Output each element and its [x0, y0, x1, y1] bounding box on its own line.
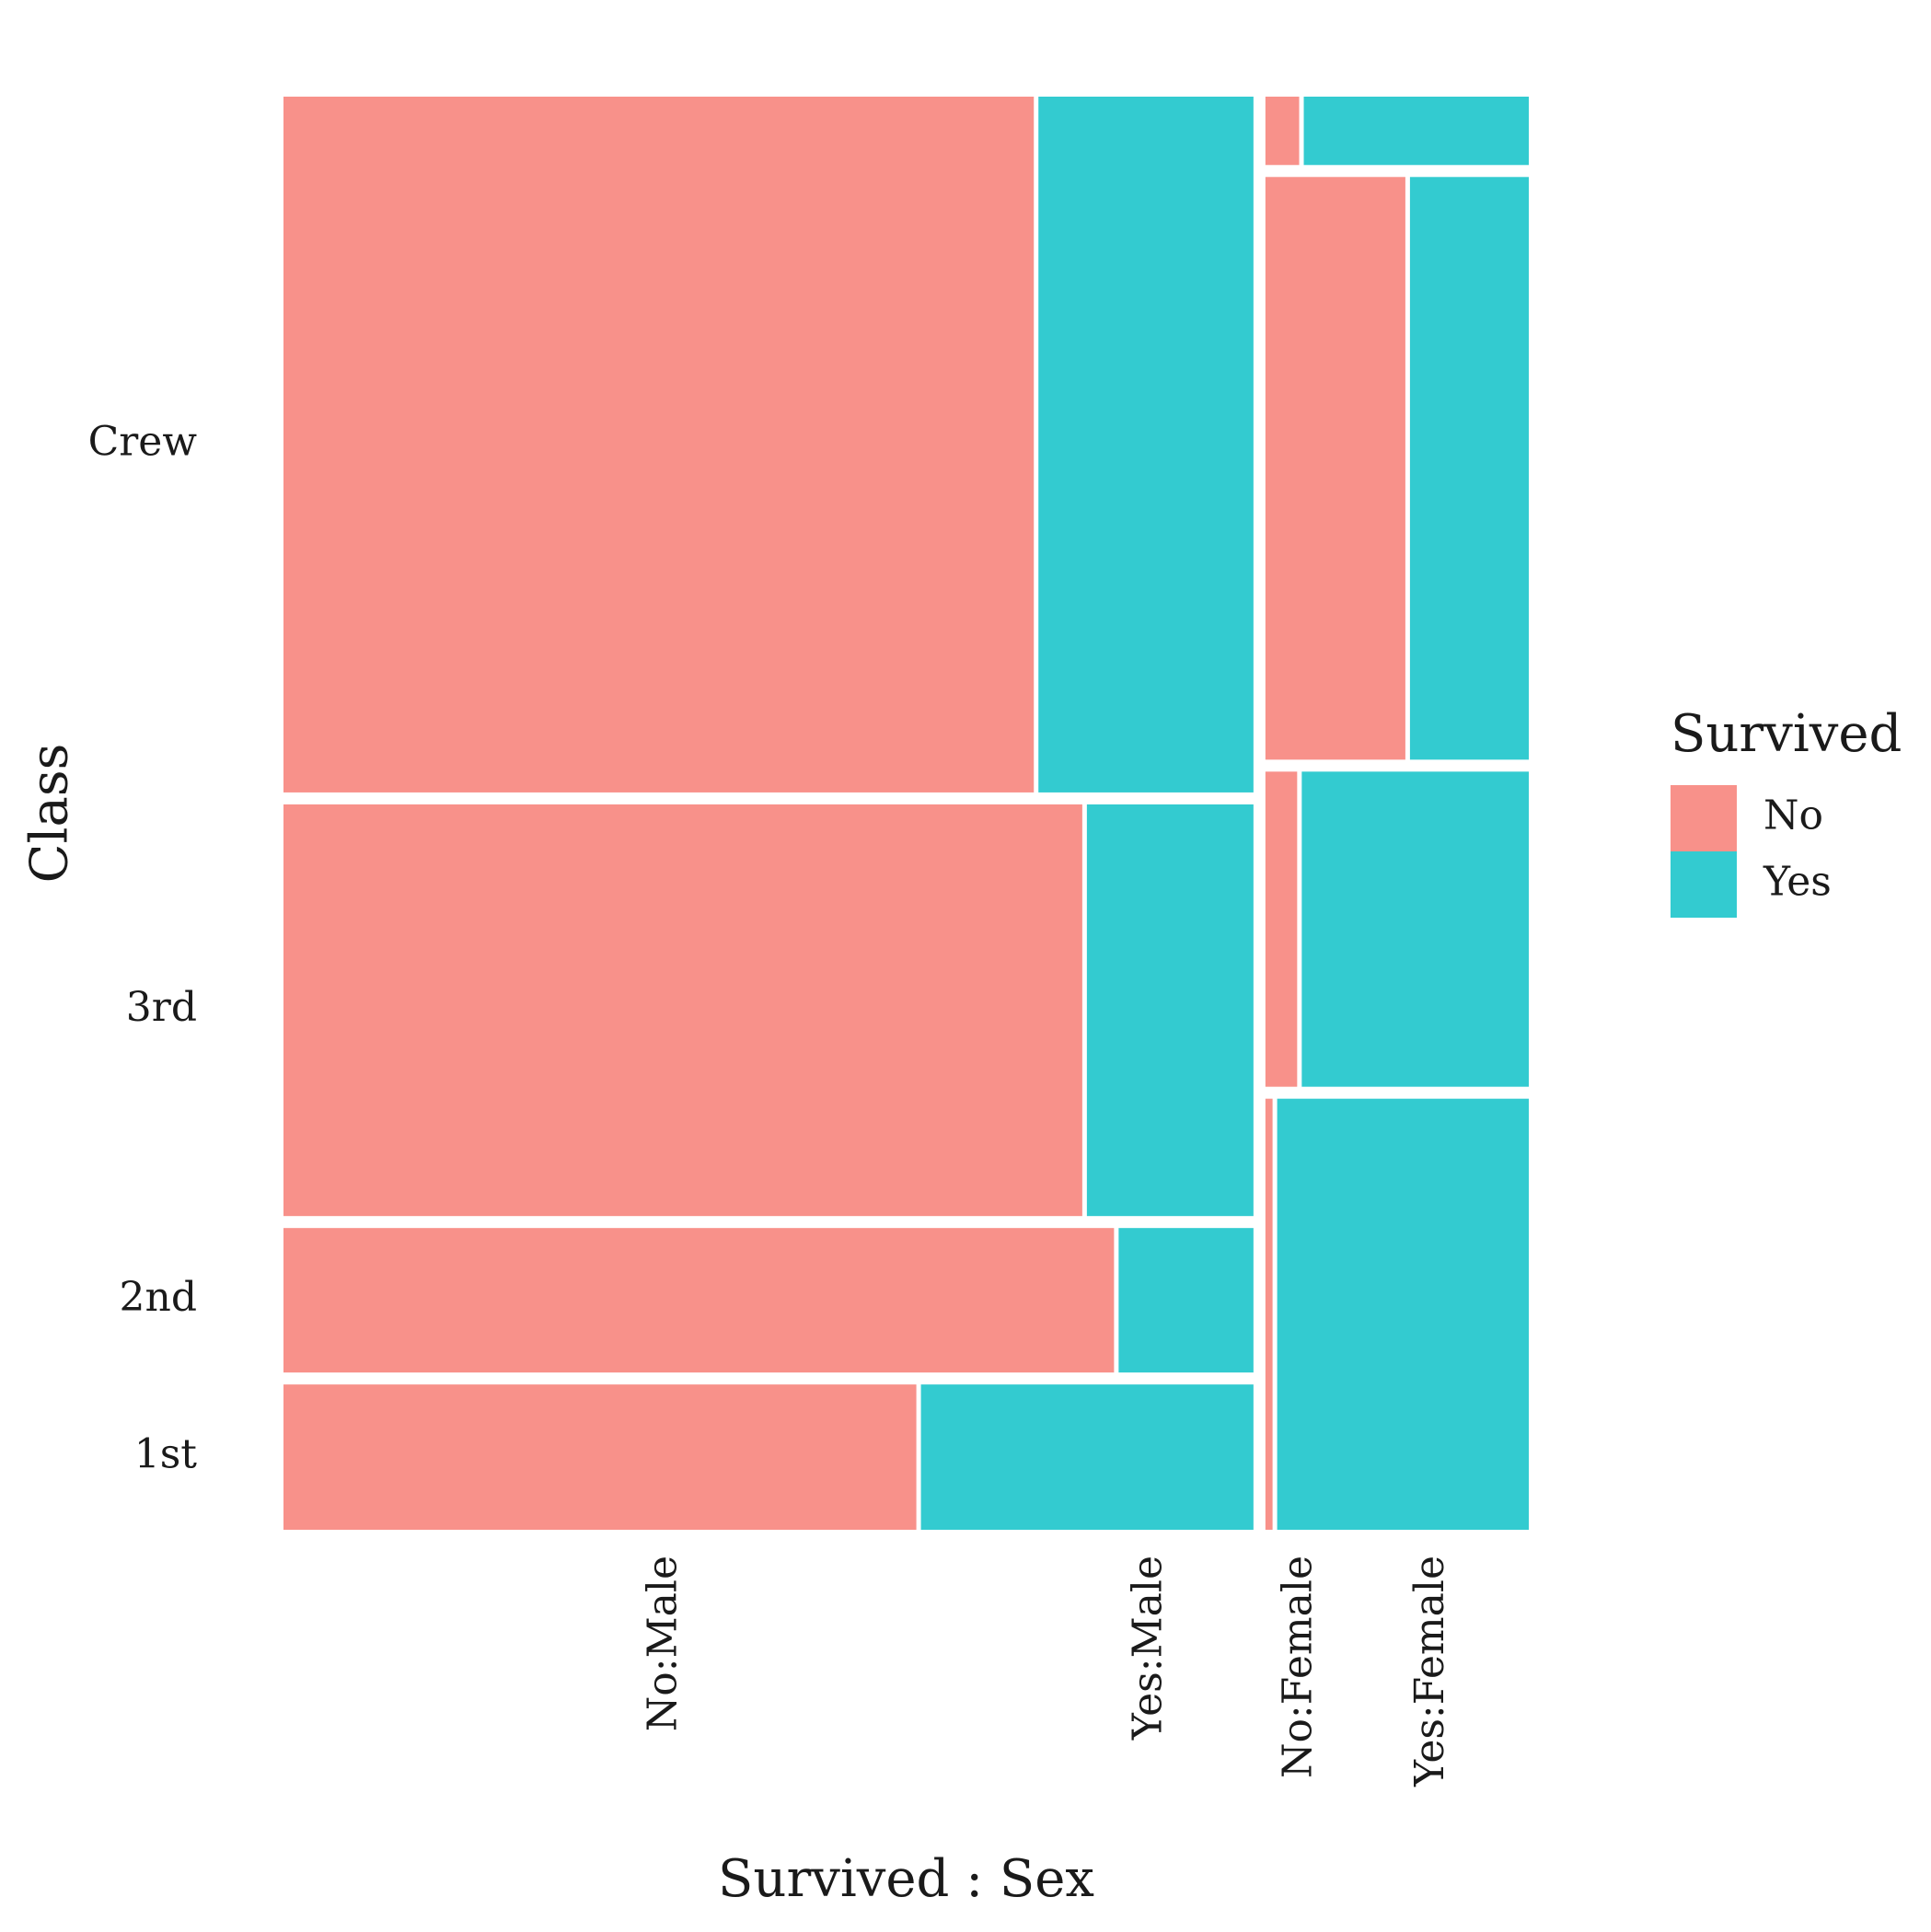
mosaic-tiles — [283, 97, 1529, 1530]
tile-yes-male-3rd — [1086, 804, 1254, 1217]
legend-label-yes: Yes — [1763, 859, 1832, 906]
legend-title: Survived — [1671, 704, 1902, 764]
tile-yes-female-1st — [1277, 1098, 1529, 1530]
y-tick-2nd: 2nd — [120, 1274, 198, 1321]
y-tick-1st: 1st — [134, 1431, 198, 1478]
y-tick-crew: Crew — [88, 418, 198, 465]
tile-no-female-2nd — [1265, 771, 1298, 1087]
tile-yes-female-3rd — [1409, 177, 1529, 760]
x-tick-no-male: No:Male — [640, 1556, 687, 1731]
tile-no-male-3rd — [283, 804, 1082, 1217]
tile-no-female-1st — [1265, 1098, 1273, 1530]
y-axis-tick-labels: 1st 2nd 3rd Crew — [88, 418, 198, 1477]
tile-yes-male-2nd — [1118, 1228, 1254, 1373]
x-tick-yes-female: Yes:Female — [1406, 1556, 1453, 1787]
tile-no-male-2nd — [283, 1228, 1115, 1373]
legend-swatch-no — [1671, 785, 1737, 851]
legend-label-no: No — [1763, 792, 1823, 839]
legend: Survived No Yes — [1671, 704, 1902, 918]
tile-no-female-crew — [1265, 97, 1300, 166]
x-axis-tick-labels: No:Male Yes:Male No:Female Yes:Female — [640, 1556, 1453, 1787]
tile-yes-female-2nd — [1301, 771, 1529, 1087]
tile-yes-female-crew — [1303, 97, 1529, 166]
x-tick-yes-male: Yes:Male — [1125, 1556, 1172, 1741]
tile-no-male-crew — [283, 97, 1035, 792]
x-axis-title: Survived : Sex — [718, 1849, 1094, 1909]
legend-swatch-yes — [1671, 851, 1737, 918]
x-tick-no-female: No:Female — [1275, 1556, 1322, 1778]
tile-yes-male-crew — [1038, 97, 1254, 792]
tile-no-female-3rd — [1265, 177, 1405, 760]
y-axis-title: Class — [20, 744, 80, 884]
y-tick-3rd: 3rd — [126, 984, 197, 1031]
tile-yes-male-1st — [920, 1384, 1254, 1530]
tile-no-male-1st — [283, 1384, 917, 1530]
